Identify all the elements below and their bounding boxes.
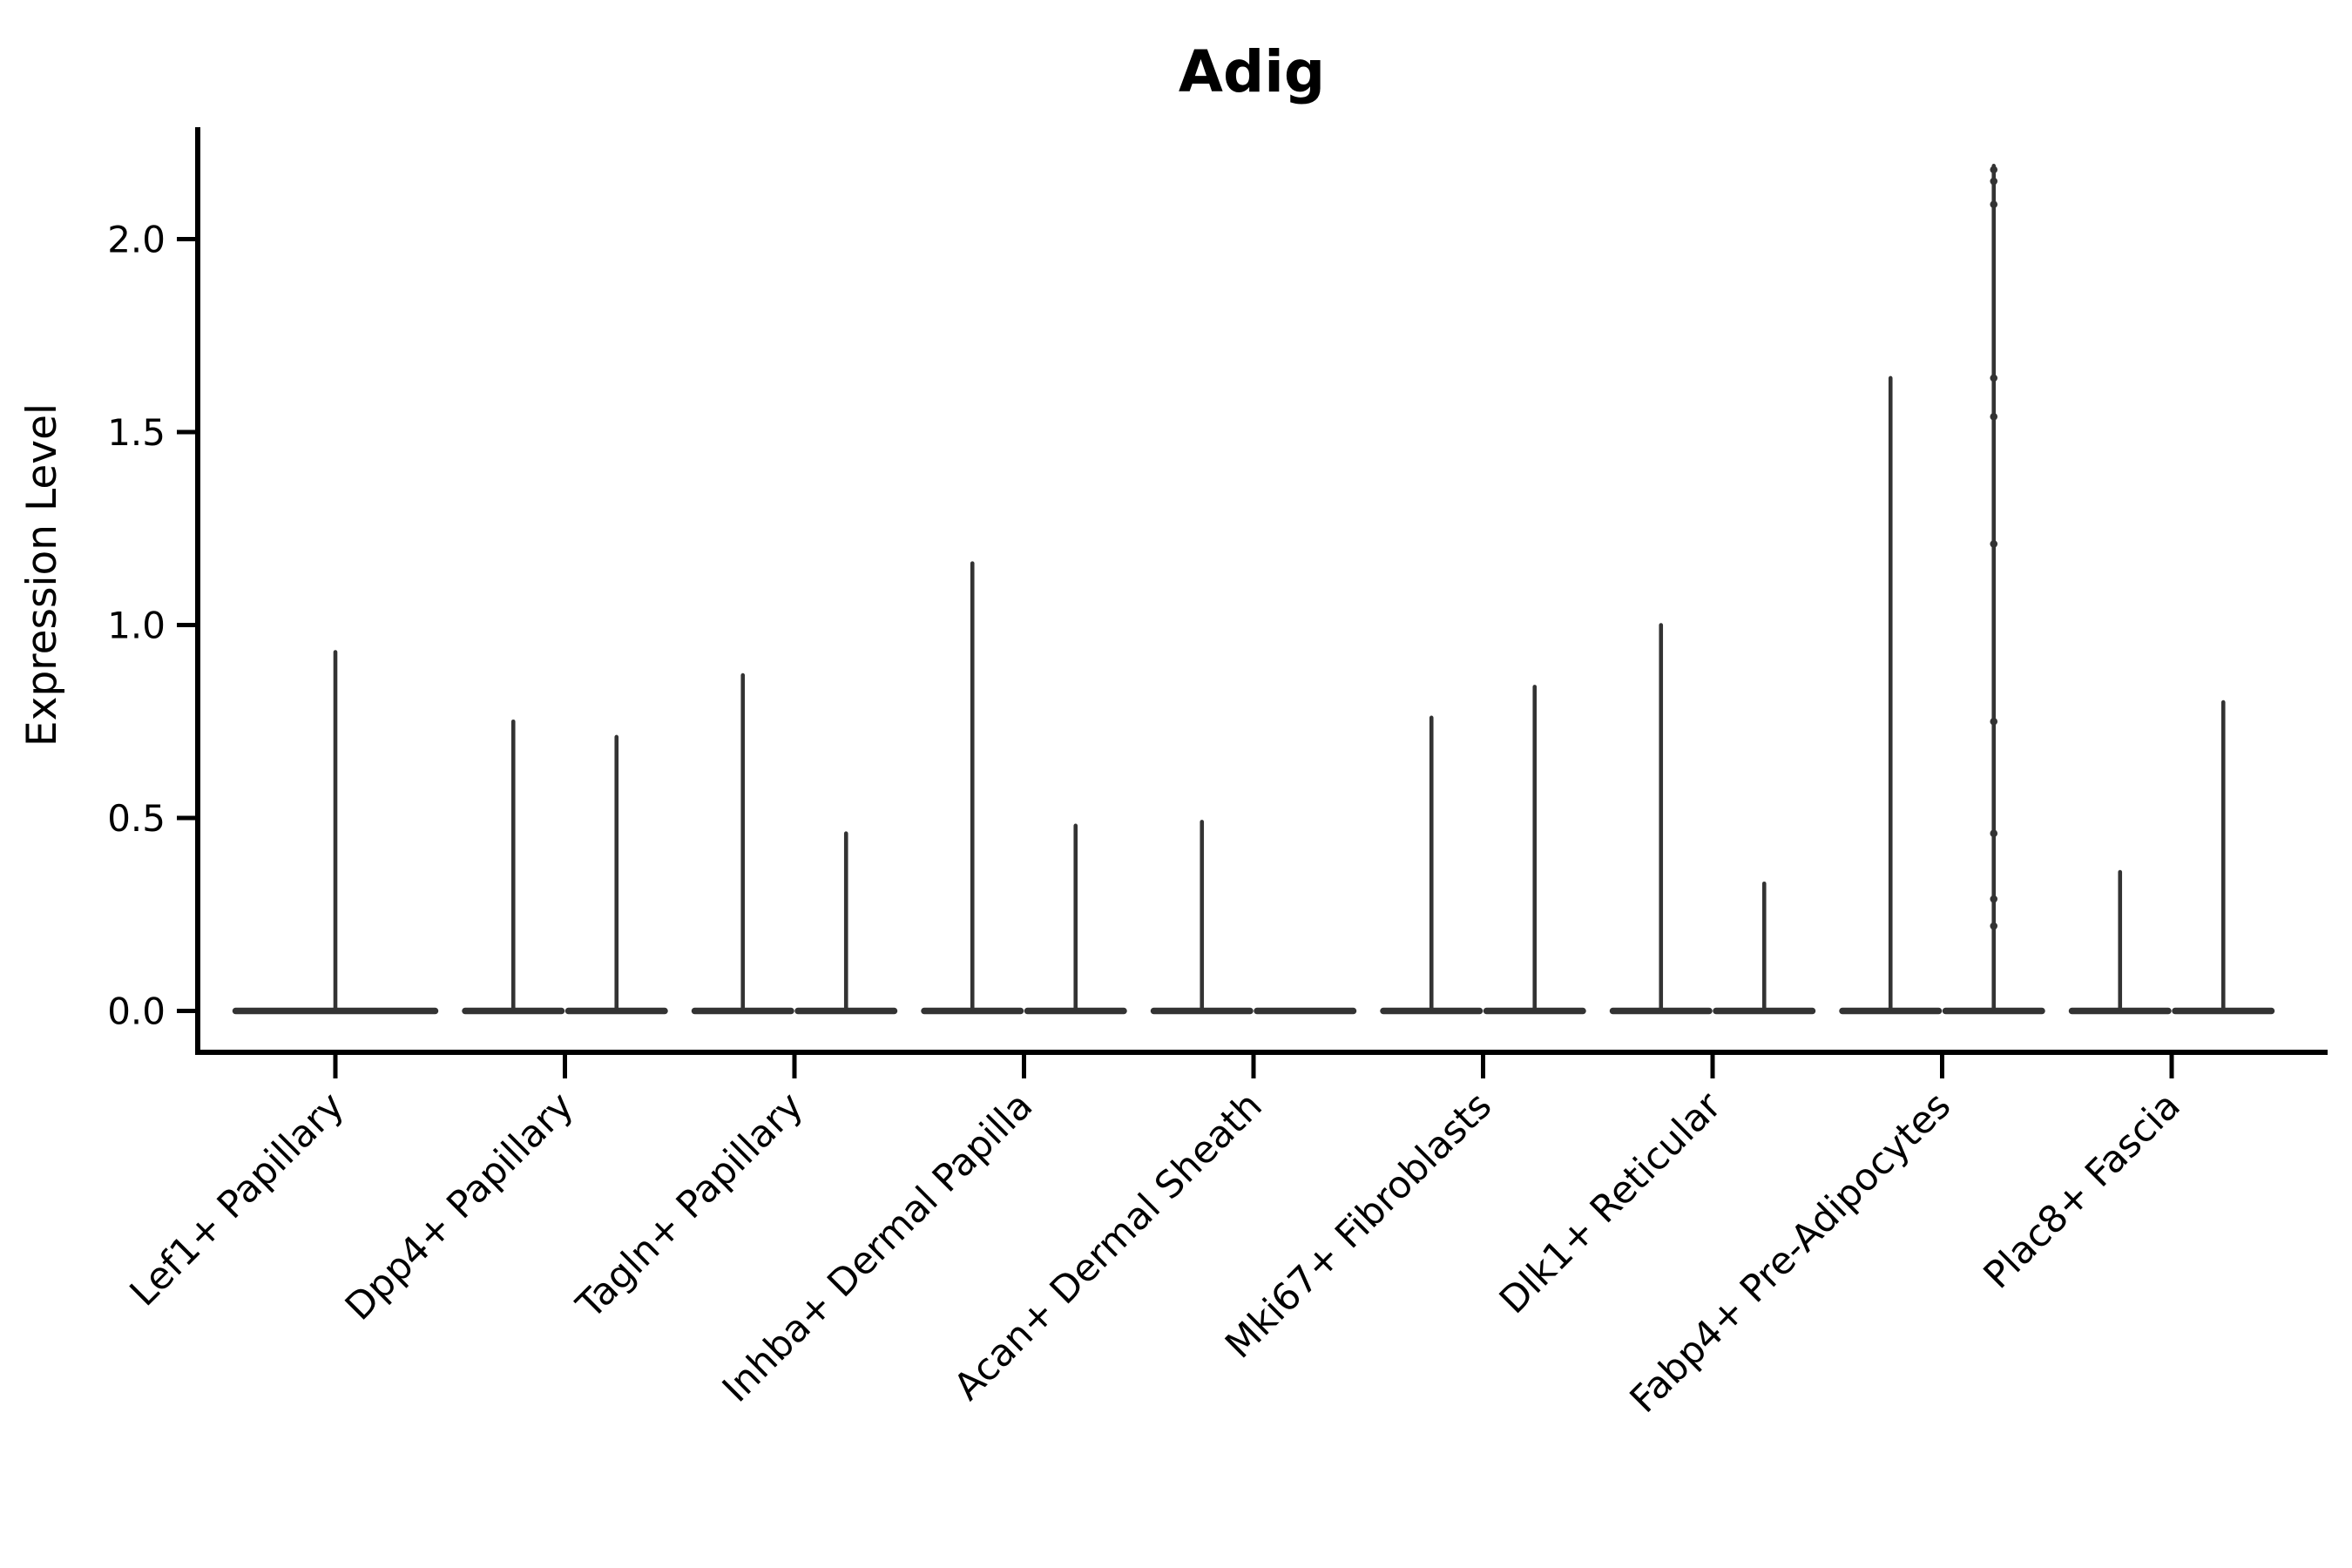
violin-group-fabp4-pre-adipocytes: [1839, 164, 2045, 1015]
jitter-point: [1990, 540, 1998, 548]
axes-layer: [177, 127, 2328, 1078]
violin-dpp4-papillary-right: [564, 734, 668, 1015]
violin-tagln-papillary-left: [691, 672, 794, 1015]
violin-group-tagln-papillary: [691, 672, 898, 1015]
violin-fabp4-pre-adipocytes-right: [1942, 164, 2045, 1015]
violin-mki67-fibroblasts-right: [1483, 685, 1586, 1015]
jitter-point: [1990, 412, 1998, 421]
violin-plac8-fascia-left: [2068, 869, 2172, 1015]
x-axis-label-tagln-papillary: Tagln+ Papillary: [568, 1084, 812, 1328]
jitter-point: [1990, 200, 1998, 208]
violin-dlk1-reticular-left: [1609, 623, 1713, 1015]
violin-group-acan-dermal-sheath: [1150, 820, 1357, 1015]
x-axis-label-mki67-fibroblasts: Mki67+ Fibroblasts: [1217, 1084, 1500, 1367]
violin-group-dlk1-reticular: [1609, 623, 1816, 1015]
y-tick-label: 1.0: [107, 605, 166, 647]
y-tick-label: 1.5: [107, 411, 166, 454]
violins-layer: [232, 164, 2275, 1015]
y-axis-title: Expression Level: [18, 403, 66, 747]
y-tick-label: 0.0: [107, 990, 166, 1033]
violin-tagln-papillary-right: [794, 831, 898, 1015]
x-axis-label-dlk1-reticular: Dlk1+ Reticular: [1491, 1084, 1730, 1322]
violin-group-lef1-papillary: [232, 650, 439, 1015]
violin-group-plac8-fascia: [2068, 700, 2275, 1015]
jitter-point: [1990, 374, 1998, 382]
violin-lef1-papillary-center: [232, 650, 439, 1015]
chart-title: Adig: [1179, 38, 1325, 105]
jitter-point: [1990, 177, 1998, 186]
violin-dpp4-papillary-left: [462, 719, 565, 1015]
violin-group-inhba-dermal-papilla: [921, 561, 1127, 1015]
jitter-point: [1990, 166, 1998, 174]
x-axis-label-lef1-papillary: Lef1+ Papillary: [122, 1084, 353, 1315]
violin-inhba-dermal-papilla-left: [921, 561, 1024, 1015]
jitter-point: [1990, 895, 1998, 903]
y-tick-label: 0.5: [107, 797, 166, 840]
violin-group-mki67-fibroblasts: [1380, 685, 1586, 1015]
violin-inhba-dermal-papilla-right: [1024, 823, 1127, 1015]
jitter-point: [1990, 829, 1998, 838]
y-tick-label: 2.0: [107, 219, 166, 261]
x-axis-label-plac8-fascia: Plac8+ Fascia: [1976, 1084, 2189, 1297]
jitter-point: [1990, 717, 1998, 726]
violin-acan-dermal-sheath-left: [1150, 820, 1254, 1015]
violin-dlk1-reticular-right: [1713, 882, 1816, 1015]
violin-mki67-fibroblasts-left: [1380, 715, 1484, 1015]
jitter-point: [1990, 922, 1998, 930]
violin-group-dpp4-papillary: [462, 719, 668, 1015]
violin-plac8-fascia-right: [2172, 700, 2275, 1015]
x-axis-label-dpp4-papillary: Dpp4+ Papillary: [337, 1084, 582, 1328]
violin-fabp4-pre-adipocytes-left: [1839, 375, 1943, 1015]
